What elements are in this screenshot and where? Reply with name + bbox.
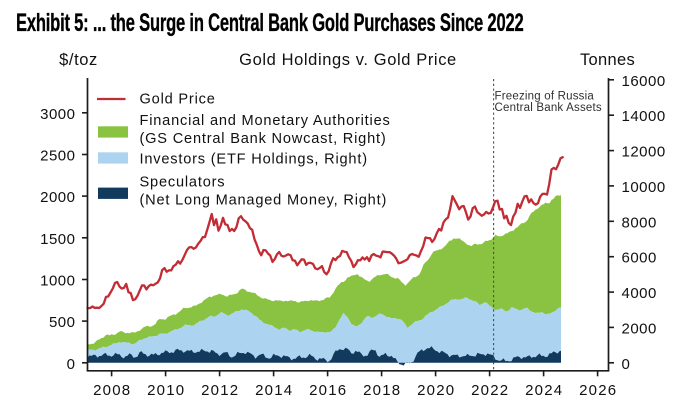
svg-text:Financial and Monetary Authori: Financial and Monetary Authorities bbox=[140, 113, 391, 129]
svg-text:Investors (ETF Holdings, Right: Investors (ETF Holdings, Right) bbox=[140, 151, 368, 167]
svg-text:(GS Central Bank Nowcast, Righ: (GS Central Bank Nowcast, Right) bbox=[140, 131, 387, 147]
svg-text:Freezing of Russia: Freezing of Russia bbox=[495, 90, 595, 102]
svg-text:2014: 2014 bbox=[255, 382, 293, 399]
svg-text:8000: 8000 bbox=[622, 214, 657, 231]
svg-text:2018: 2018 bbox=[363, 382, 401, 399]
svg-text:Tonnes: Tonnes bbox=[580, 51, 635, 69]
svg-text:2000: 2000 bbox=[622, 320, 657, 337]
svg-text:2012: 2012 bbox=[201, 382, 239, 399]
svg-text:6000: 6000 bbox=[622, 250, 657, 267]
svg-text:2016: 2016 bbox=[309, 382, 347, 399]
svg-text:0: 0 bbox=[67, 356, 76, 373]
svg-text:Speculators: Speculators bbox=[140, 174, 226, 190]
svg-text:Gold Price: Gold Price bbox=[140, 91, 216, 107]
svg-text:Gold Holdings v. Gold Price: Gold Holdings v. Gold Price bbox=[239, 51, 457, 69]
svg-text:12000: 12000 bbox=[622, 144, 666, 161]
svg-text:1000: 1000 bbox=[40, 273, 75, 290]
svg-text:2000: 2000 bbox=[40, 189, 75, 206]
svg-text:2026: 2026 bbox=[579, 382, 617, 399]
svg-text:500: 500 bbox=[49, 314, 76, 331]
svg-text:Central Bank Assets: Central Bank Assets bbox=[495, 102, 602, 114]
svg-text:2008: 2008 bbox=[93, 382, 131, 399]
svg-text:2020: 2020 bbox=[417, 382, 455, 399]
svg-text:$/toz: $/toz bbox=[59, 51, 98, 69]
svg-text:10000: 10000 bbox=[622, 179, 666, 196]
svg-text:3000: 3000 bbox=[40, 106, 75, 123]
svg-text:0: 0 bbox=[622, 356, 631, 373]
svg-text:14000: 14000 bbox=[622, 108, 666, 125]
svg-text:2022: 2022 bbox=[471, 382, 509, 399]
svg-text:2024: 2024 bbox=[525, 382, 563, 399]
svg-text:2010: 2010 bbox=[147, 382, 185, 399]
svg-text:1500: 1500 bbox=[40, 231, 75, 248]
svg-text:16000: 16000 bbox=[622, 73, 666, 90]
svg-text:(Net Long Managed Money, Right: (Net Long Managed Money, Right) bbox=[140, 192, 388, 208]
svg-text:4000: 4000 bbox=[622, 285, 657, 302]
svg-text:2500: 2500 bbox=[40, 148, 75, 165]
